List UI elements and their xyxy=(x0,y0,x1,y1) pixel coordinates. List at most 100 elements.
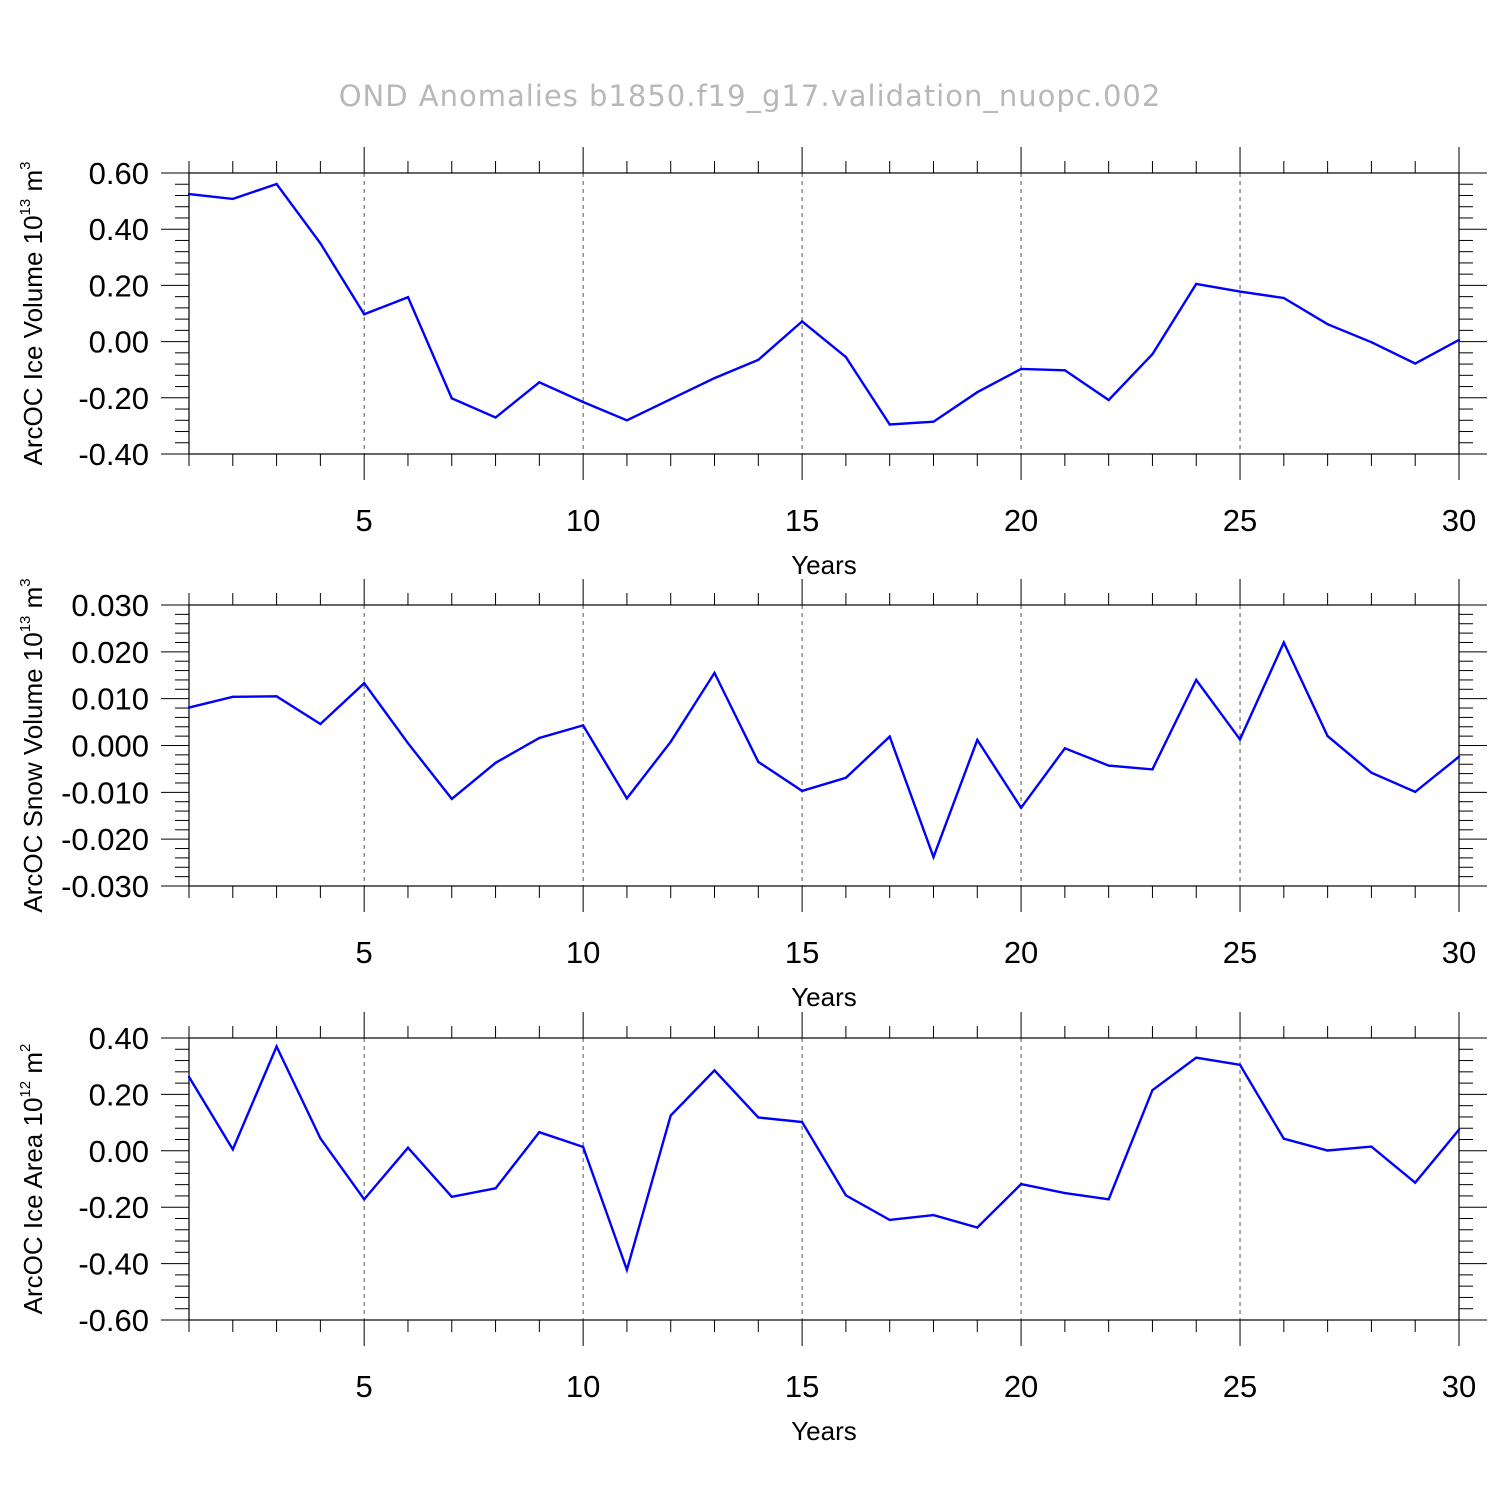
data-point xyxy=(1238,738,1242,741)
x-tick-label: 15 xyxy=(785,1369,819,1404)
data-point xyxy=(1195,282,1198,286)
data-point xyxy=(319,722,322,726)
y-tick-label: 0.20 xyxy=(89,1077,149,1112)
series-line xyxy=(188,182,1460,426)
panels: 0.60 0.40 0.20 0.00 -0.20 -0.40 5 10 15 20 25 30 Yea… xyxy=(17,147,1487,1446)
y-tick-label: -0.020 xyxy=(61,822,149,857)
x-axis-label: Years xyxy=(791,550,857,580)
data-point xyxy=(625,797,629,800)
data-point xyxy=(976,390,979,394)
data-point xyxy=(1107,764,1110,767)
data-point xyxy=(187,706,191,709)
data-point xyxy=(1019,806,1023,809)
plot-frame xyxy=(188,172,1460,455)
data-point xyxy=(713,671,716,675)
y-tick-label: -0.010 xyxy=(61,775,149,810)
data-point xyxy=(450,797,453,801)
plot-frame xyxy=(188,604,1460,887)
data-point xyxy=(362,682,366,685)
x-tick-label: 25 xyxy=(1223,1369,1257,1404)
data-point xyxy=(362,313,366,316)
panel-1: 0.60 0.40 0.20 0.00 -0.20 -0.40 5 10 15 20 25 30 Yea… xyxy=(17,147,1487,580)
data-point xyxy=(450,397,453,400)
data-point xyxy=(275,1045,278,1048)
data-point xyxy=(1063,369,1067,372)
data-point xyxy=(757,1116,760,1119)
x-tick-label: 30 xyxy=(1442,503,1476,538)
data-point xyxy=(1282,641,1286,644)
x-tick-label: 30 xyxy=(1442,935,1476,970)
data-point xyxy=(800,320,804,323)
data-point xyxy=(888,1218,891,1222)
x-tick-label: 10 xyxy=(566,503,600,538)
data-point xyxy=(1151,768,1154,771)
y-tick-label: 0.40 xyxy=(89,1021,149,1056)
data-point xyxy=(757,358,760,362)
data-point xyxy=(1326,322,1329,326)
data-point xyxy=(1370,1145,1373,1148)
y-tick-label: -0.60 xyxy=(78,1303,149,1338)
data-point xyxy=(362,1198,366,1201)
y-tick-label: 0.020 xyxy=(71,635,149,670)
data-point xyxy=(1107,1198,1110,1201)
data-point xyxy=(494,761,497,765)
data-point xyxy=(319,242,322,245)
panel-2: 0.030 0.020 0.010 0.000 -0.010 -0.020 -0.030 5 1… xyxy=(17,578,1487,1012)
y-tick-label: -0.40 xyxy=(78,1247,149,1282)
data-point xyxy=(888,423,891,426)
x-tick-label: 25 xyxy=(1223,503,1257,538)
data-point xyxy=(1370,771,1373,774)
y-axis-label: ArcOC Snow Volume 1013 m3 xyxy=(17,578,48,912)
x-tick-label: 20 xyxy=(1004,1369,1038,1404)
x-tick-label: 10 xyxy=(566,1369,600,1404)
y-axis-label: ArcOC Ice Volume 1013 m3 xyxy=(17,162,48,466)
x-tick-label: 15 xyxy=(785,503,819,538)
data-point xyxy=(275,695,278,698)
data-point xyxy=(800,1120,804,1124)
y-tick-label: -0.030 xyxy=(61,869,149,904)
data-point xyxy=(669,398,672,401)
data-point xyxy=(888,735,891,738)
data-point xyxy=(406,1146,410,1149)
data-point xyxy=(538,1130,541,1134)
data-point xyxy=(538,381,541,384)
data-point xyxy=(669,1114,672,1117)
data-point xyxy=(1195,678,1198,682)
x-tick-label: 5 xyxy=(356,1369,373,1404)
y-tick-label: 0.030 xyxy=(71,588,149,623)
data-point xyxy=(625,1268,629,1272)
data-point xyxy=(187,192,191,196)
x-tick-label: 20 xyxy=(1004,503,1038,538)
data-point xyxy=(976,1226,979,1229)
y-axis-label: ArcOC Ice Area 1012 m2 xyxy=(17,1044,48,1315)
x-axis-label: Years xyxy=(791,982,857,1012)
y-tick-label: 0.60 xyxy=(89,156,149,191)
data-point xyxy=(1370,340,1373,344)
data-point xyxy=(844,776,848,780)
plot-frame xyxy=(188,1037,1460,1321)
y-tick-label: -0.40 xyxy=(78,437,149,472)
data-point xyxy=(713,1069,716,1072)
y-tick-label: 0.40 xyxy=(89,212,149,247)
data-point xyxy=(1457,755,1461,758)
data-point xyxy=(713,376,716,380)
data-point xyxy=(1238,290,1242,293)
data-point xyxy=(581,724,585,727)
data-point xyxy=(1326,1149,1329,1152)
data-point xyxy=(1063,747,1067,750)
data-point xyxy=(581,400,585,404)
data-point xyxy=(231,695,234,698)
y-tick-label: 0.00 xyxy=(89,325,149,360)
x-tick-label: 30 xyxy=(1442,1369,1476,1404)
data-point xyxy=(581,1145,585,1149)
data-point xyxy=(1457,1128,1461,1131)
data-point xyxy=(932,1213,935,1217)
y-tick-label: -0.20 xyxy=(78,381,149,416)
data-point xyxy=(1414,1181,1417,1184)
data-point xyxy=(450,1195,453,1198)
y-tick-label: -0.20 xyxy=(78,1190,149,1225)
data-point xyxy=(1282,1137,1286,1140)
y-tick-label: 0.20 xyxy=(89,268,149,303)
data-point xyxy=(976,738,979,742)
data-point xyxy=(844,1194,848,1197)
